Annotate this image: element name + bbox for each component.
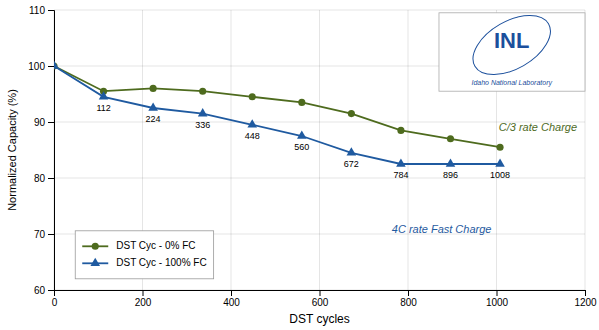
point bbox=[99, 91, 109, 99]
tick-label: 200 bbox=[135, 297, 152, 308]
point bbox=[150, 85, 157, 92]
tick-label: 1000 bbox=[486, 297, 509, 308]
y-axis-title: Normalized Capacity (%) bbox=[6, 89, 18, 211]
tick-mark bbox=[48, 178, 54, 179]
tick-mark bbox=[143, 290, 144, 296]
chart: 0 200 400 600 800 1000 1200 60 70 80 90 100 110 DST c… bbox=[0, 0, 599, 330]
annotation: 112 bbox=[96, 103, 110, 113]
logo-orbit bbox=[463, 3, 560, 87]
tick-label: 100 bbox=[28, 61, 45, 72]
series-line bbox=[54, 66, 500, 147]
tick-label: 80 bbox=[34, 173, 46, 184]
tick-mark bbox=[48, 10, 54, 11]
tick-label: 110 bbox=[29, 5, 45, 16]
point bbox=[148, 102, 158, 110]
annotation: 784 bbox=[393, 170, 408, 180]
tick-mark bbox=[48, 122, 54, 123]
tick-mark bbox=[408, 290, 409, 296]
tick-label: 400 bbox=[223, 297, 240, 308]
tick-label: 70 bbox=[34, 229, 46, 240]
tick: 600 bbox=[312, 290, 329, 308]
annotation: 448 bbox=[245, 131, 260, 141]
grid-line bbox=[231, 10, 232, 290]
point bbox=[396, 158, 406, 166]
point bbox=[447, 135, 454, 142]
point bbox=[298, 99, 305, 106]
tick: 110 bbox=[29, 5, 54, 16]
tick-label: 60 bbox=[34, 285, 46, 296]
point bbox=[347, 147, 357, 155]
annotation: 224 bbox=[146, 114, 161, 124]
annotation: 336 bbox=[195, 120, 210, 130]
note: C/3 rate Charge bbox=[499, 121, 577, 133]
grid-line bbox=[54, 10, 585, 11]
tick: 200 bbox=[135, 290, 152, 308]
tick-label: 1200 bbox=[574, 297, 597, 308]
tick-label: 600 bbox=[312, 297, 329, 308]
tick-mark bbox=[48, 66, 54, 67]
legend-marker bbox=[90, 258, 100, 266]
legend: DST Cyc - 0% FC DST Cyc - 100% FC bbox=[75, 231, 213, 279]
tick-mark bbox=[585, 290, 586, 296]
series-line bbox=[54, 66, 500, 164]
point bbox=[397, 127, 404, 134]
annotation: 1008 bbox=[490, 170, 510, 180]
annotation: 560 bbox=[294, 142, 309, 152]
legend-label: DST Cyc - 0% FC bbox=[116, 240, 195, 251]
x-axis-title: DST cycles bbox=[289, 312, 349, 326]
point bbox=[496, 144, 503, 151]
logo-subtitle: Idaho National Laboratory bbox=[471, 79, 552, 87]
x-axis: 0 200 400 600 800 1000 1200 bbox=[52, 290, 597, 308]
tick: 80 bbox=[34, 173, 54, 184]
tick: 0 bbox=[52, 290, 58, 308]
tick: 60 bbox=[34, 285, 54, 296]
logo-box bbox=[439, 13, 585, 91]
tick-label: 90 bbox=[34, 117, 46, 128]
tick-mark bbox=[231, 290, 232, 296]
annotation: 896 bbox=[443, 170, 458, 180]
tick-mark bbox=[497, 290, 498, 296]
legend-entry: DST Cyc - 100% FC bbox=[82, 257, 206, 268]
grid bbox=[54, 10, 585, 290]
point bbox=[348, 110, 355, 117]
legend-frame bbox=[75, 231, 213, 279]
point bbox=[199, 88, 206, 95]
grid-line bbox=[408, 10, 409, 290]
y-axis: 60 70 80 90 100 110 bbox=[28, 5, 54, 296]
tick-mark bbox=[320, 290, 321, 296]
legend-label: DST Cyc - 100% FC bbox=[116, 257, 206, 268]
point bbox=[249, 93, 256, 100]
point bbox=[446, 158, 456, 166]
logo-text: INL bbox=[494, 28, 529, 53]
point bbox=[198, 108, 208, 116]
legend-entry: DST Cyc - 0% FC bbox=[82, 240, 195, 251]
logo: INL Idaho National Laboratory bbox=[439, 3, 585, 91]
axis-line bbox=[55, 291, 586, 297]
legend-marker bbox=[92, 243, 99, 250]
annotations: 112 224 336 448 560 672 784 896 1008 bbox=[96, 103, 510, 180]
tick: 800 bbox=[400, 290, 417, 308]
point bbox=[54, 60, 59, 68]
tick-mark bbox=[48, 234, 54, 235]
tick-mark bbox=[48, 290, 54, 291]
series-group bbox=[54, 60, 505, 166]
tick-label: 800 bbox=[400, 297, 417, 308]
tick: 70 bbox=[34, 229, 54, 240]
tick: 1000 bbox=[486, 290, 509, 308]
tick-label: 0 bbox=[52, 297, 58, 308]
plot: 0 200 400 600 800 1000 1200 60 70 80 90 100 110 DST c… bbox=[6, 3, 597, 326]
axis-line bbox=[48, 11, 55, 291]
annotation: 672 bbox=[344, 159, 359, 169]
tick: 1200 bbox=[574, 290, 597, 308]
tick: 400 bbox=[223, 290, 240, 308]
grid-line bbox=[319, 10, 320, 290]
tick: 100 bbox=[28, 61, 54, 72]
point bbox=[297, 130, 307, 138]
point bbox=[247, 119, 257, 127]
point bbox=[495, 158, 505, 166]
note: 4C rate Fast Charge bbox=[392, 223, 492, 235]
tick: 90 bbox=[34, 117, 54, 128]
